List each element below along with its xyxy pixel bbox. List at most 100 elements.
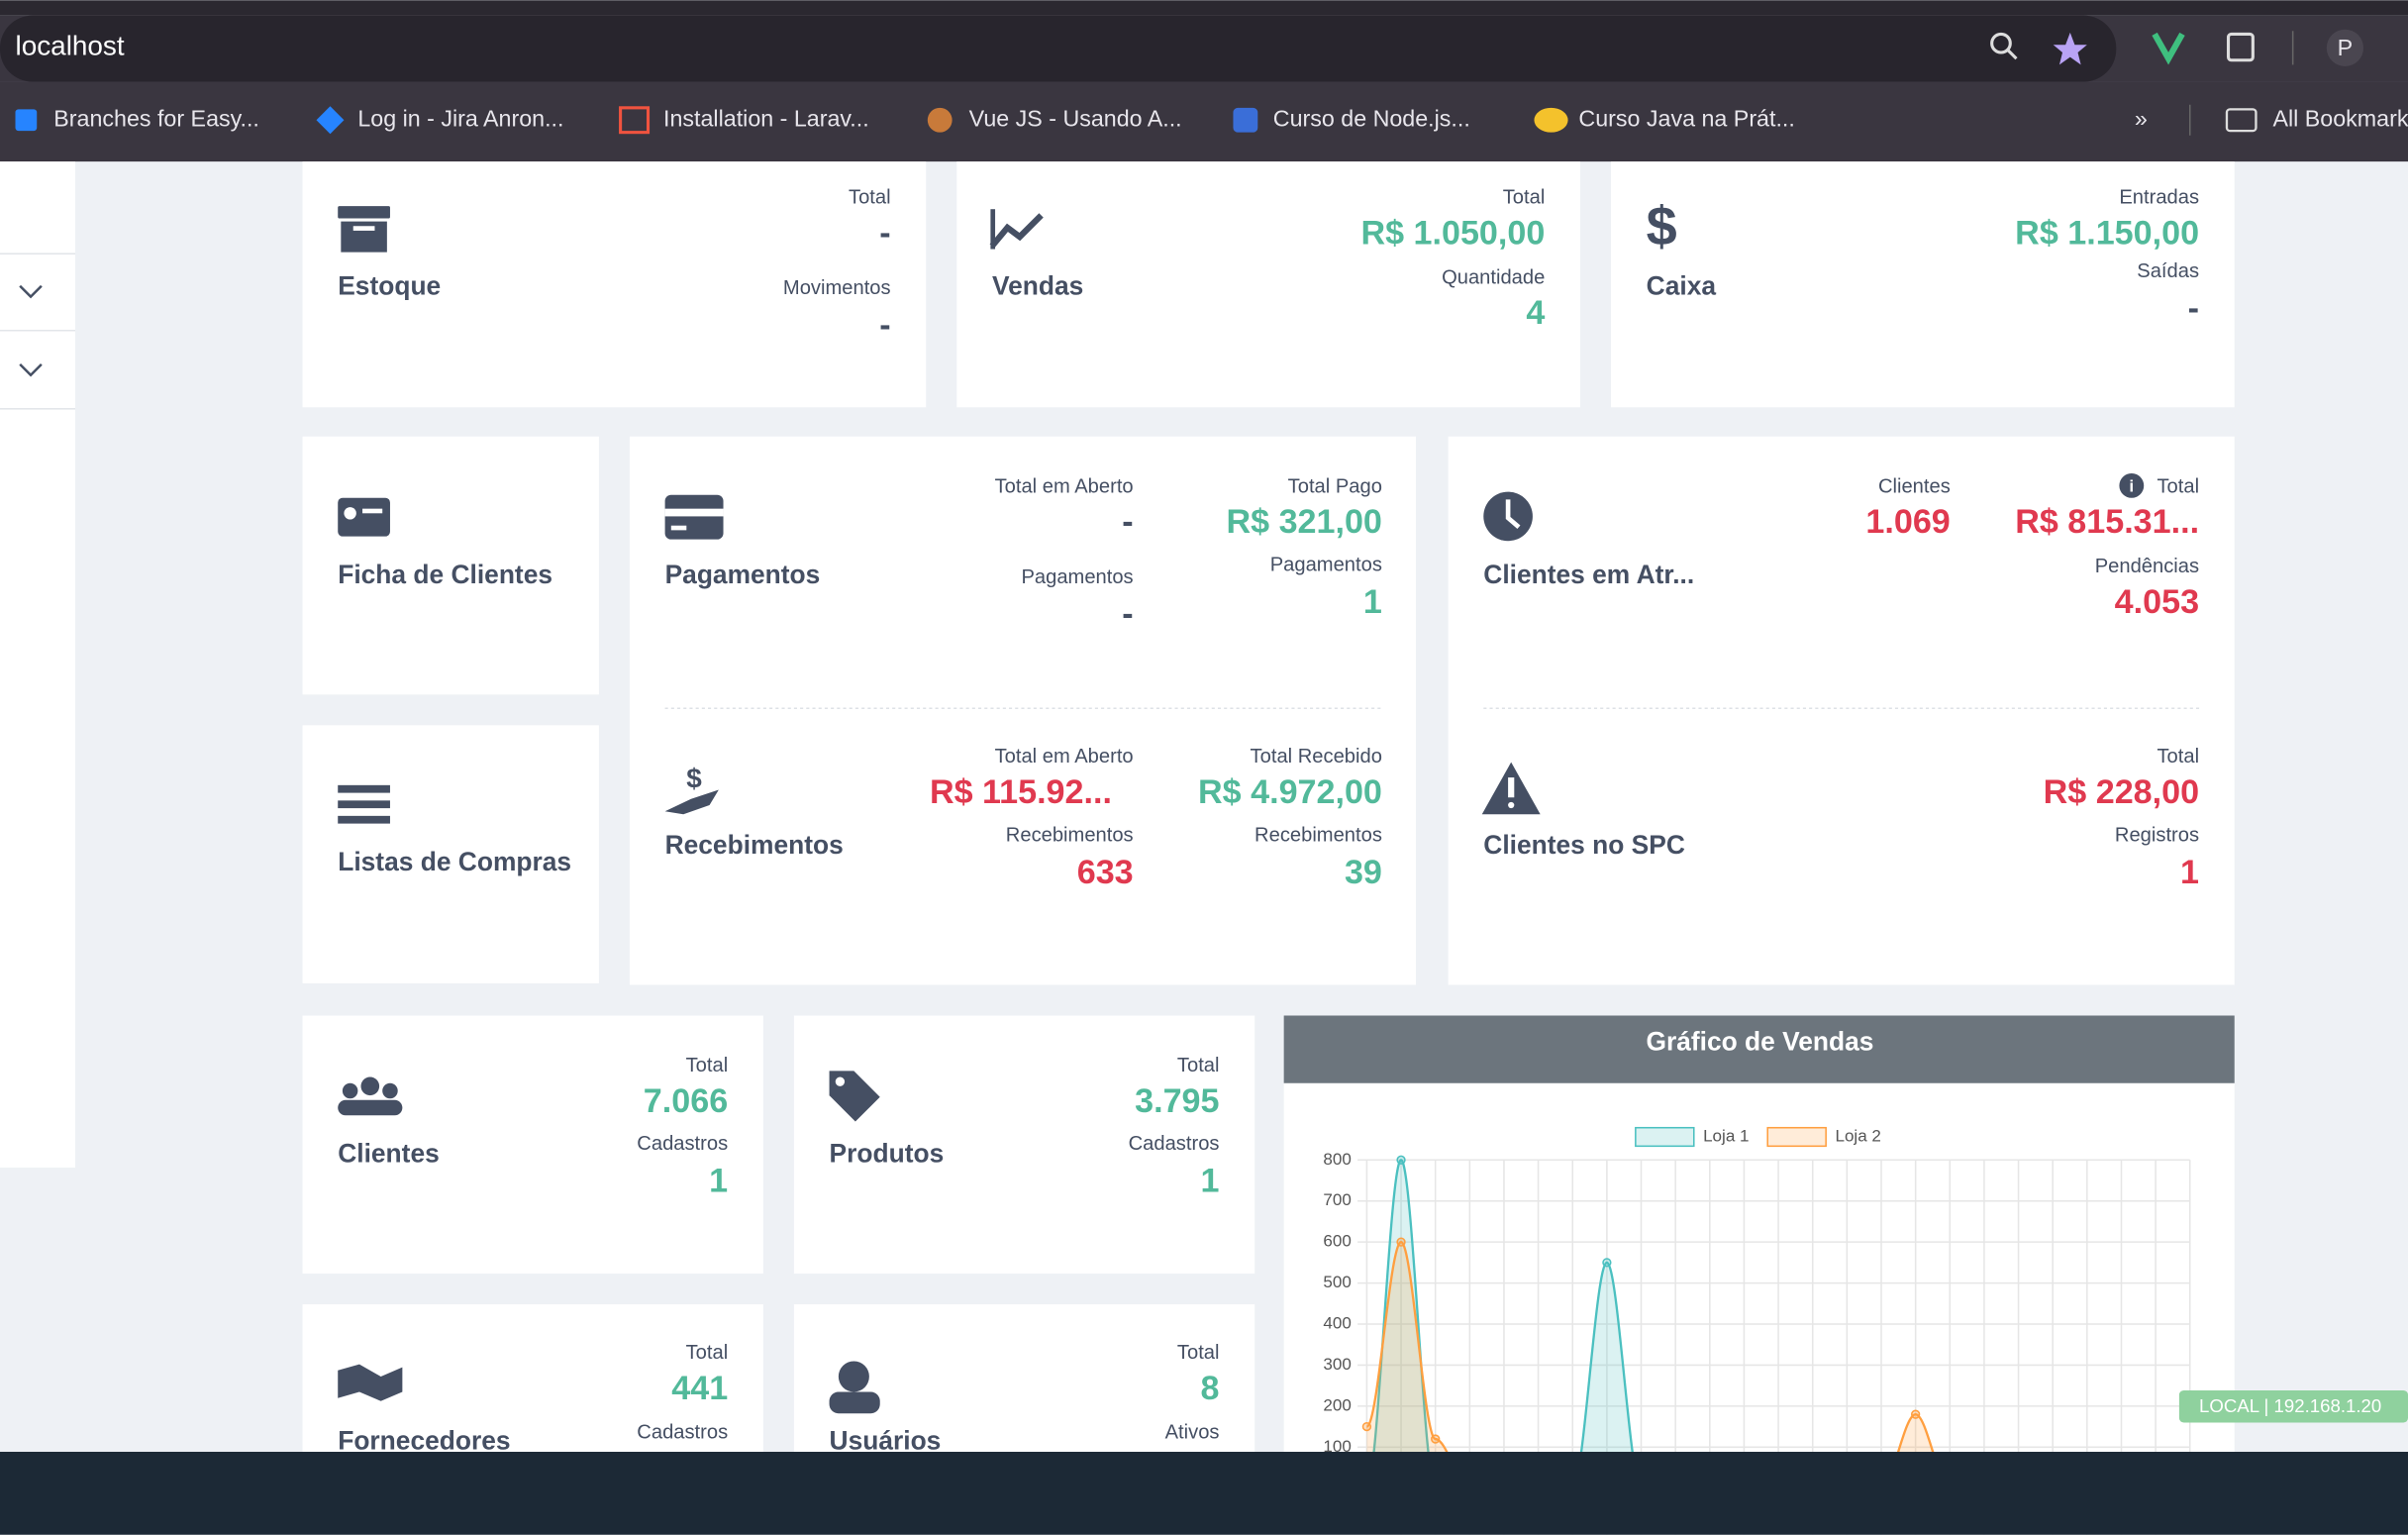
bookmark-icon xyxy=(619,106,651,135)
card-title: Listas de Compras xyxy=(338,847,571,876)
stat-value: 8 xyxy=(1201,1370,1220,1407)
stat-label: Cadastros xyxy=(637,1133,728,1155)
stat-value: R$ 228,00 xyxy=(2044,773,2199,811)
icon xyxy=(342,1082,358,1099)
y-tick-label: 300 xyxy=(1323,1355,1351,1374)
tab-strip xyxy=(0,0,2408,16)
chevron[interactable] xyxy=(19,362,43,377)
stat-label: Total xyxy=(1177,1055,1220,1076)
stat-value: R$ 321,00 xyxy=(1227,503,1382,541)
bookmark-icon xyxy=(927,107,953,133)
stat-label: Total xyxy=(2157,746,2199,768)
card-title: Vendas xyxy=(992,270,1083,300)
stat-value: 7.066 xyxy=(644,1082,728,1120)
data-point xyxy=(1396,1155,1406,1165)
card-title: Caixa xyxy=(1647,270,1717,300)
card[interactable] xyxy=(1611,161,2235,408)
zoom-icon xyxy=(2006,48,2018,60)
stat-value: 39 xyxy=(1345,854,1382,891)
stat-value: 1 xyxy=(709,1163,728,1200)
card[interactable] xyxy=(956,161,1580,408)
icon xyxy=(664,508,724,517)
stat-label: Total xyxy=(1177,1342,1220,1364)
icon xyxy=(382,1082,398,1099)
icon xyxy=(338,1364,403,1401)
more-bookmarks[interactable]: » xyxy=(2135,105,2148,131)
chevron[interactable] xyxy=(19,284,43,299)
card-title: Clientes em Atr... xyxy=(1483,560,1694,589)
icon xyxy=(360,1076,380,1096)
icon xyxy=(362,508,383,514)
icon-details xyxy=(344,226,1521,1086)
card-title: Usuários xyxy=(830,1426,942,1456)
url: localhost xyxy=(16,31,125,61)
stat-label: Total xyxy=(2157,475,2199,497)
stat-label: Total em Aberto xyxy=(995,475,1134,497)
card-title: Estoque xyxy=(338,270,441,300)
stat-value: 1 xyxy=(1201,1163,1220,1200)
card-title: Clientes no SPC xyxy=(1483,830,1685,860)
stat-label: Total em Aberto xyxy=(995,746,1134,768)
info-icon[interactable] xyxy=(2119,472,2145,498)
stat-label: Cadastros xyxy=(1129,1133,1220,1155)
bookmark: Vue JS - Usando A... xyxy=(969,105,1182,131)
card-title: Clientes xyxy=(338,1139,440,1169)
card[interactable] xyxy=(793,1015,1255,1275)
icon: $ xyxy=(1647,195,1677,257)
stat-value: 1 xyxy=(1363,583,1382,621)
stat-value: 633 xyxy=(1077,854,1134,891)
stat-value: 3.795 xyxy=(1135,1082,1219,1120)
bookmark-icon xyxy=(1534,107,1568,133)
bookmark: Branches for Easy... xyxy=(53,105,259,131)
stat-label: Recebimentos xyxy=(1006,824,1134,846)
data-point xyxy=(1396,1237,1406,1247)
extensions-icon[interactable] xyxy=(2226,32,2255,62)
icon xyxy=(1508,777,1515,798)
card[interactable] xyxy=(302,725,599,983)
stat-label: Total Pago xyxy=(1288,475,1382,497)
bookmark: Curso Java na Prát... xyxy=(1578,105,1794,131)
stat-value: R$ 1.050,00 xyxy=(1360,215,1545,253)
stat-value: R$ 1.150,00 xyxy=(2015,215,2199,253)
icon xyxy=(990,209,996,250)
stat-value: 4.053 xyxy=(2115,583,2199,621)
icon xyxy=(338,815,390,824)
icon xyxy=(338,1099,403,1116)
bookmark: Curso de Node.js... xyxy=(1273,105,1470,131)
profile-avatar[interactable] xyxy=(2326,29,2364,66)
stat-value: R$ 4.972,00 xyxy=(1198,773,1382,811)
y-tick-label: 800 xyxy=(1323,1150,1351,1169)
stat-value: 4 xyxy=(1526,294,1545,332)
bookmark: All Bookmarks xyxy=(2273,105,2408,131)
legend-swatch xyxy=(1766,1126,1827,1148)
stat-label: Total Recebido xyxy=(1251,746,1382,768)
stat-label: Clientes xyxy=(1878,475,1951,497)
card-title: Recebimentos xyxy=(665,830,844,860)
bookmark: Installation - Larav... xyxy=(663,105,869,131)
address-bar[interactable] xyxy=(0,15,2117,82)
stat-value: - xyxy=(879,307,890,345)
stat-label: Total xyxy=(1503,187,1546,209)
icon xyxy=(338,784,390,793)
icon xyxy=(1505,499,1521,530)
icon xyxy=(829,1391,880,1414)
icon xyxy=(835,1076,846,1086)
star-icon[interactable] xyxy=(2053,32,2087,65)
zoom-icon[interactable] xyxy=(1990,32,2012,54)
chart-title: Gráfico de Vendas xyxy=(1646,1026,1873,1056)
stat-label: Cadastros xyxy=(637,1422,728,1444)
environment-badge xyxy=(2178,1389,2408,1423)
icon xyxy=(670,525,687,531)
card[interactable] xyxy=(302,1015,763,1275)
card[interactable] xyxy=(302,161,927,408)
extension-icon[interactable] xyxy=(2152,32,2185,65)
data-point xyxy=(1431,1434,1441,1444)
stat-value: - xyxy=(2188,290,2199,328)
y-tick-label: 400 xyxy=(1323,1314,1351,1333)
card[interactable] xyxy=(302,436,599,695)
stat-value: R$ 815.31... xyxy=(2015,503,2199,541)
data-point xyxy=(1602,1258,1612,1268)
stat-label: Pagamentos xyxy=(1270,554,1382,575)
